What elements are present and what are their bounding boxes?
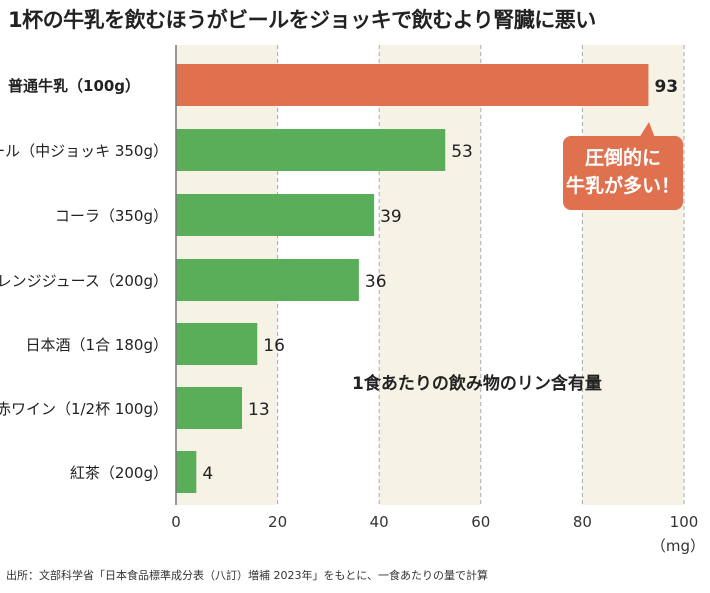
data-label: 13 bbox=[248, 400, 270, 420]
x-tick-label: 20 bbox=[268, 513, 287, 531]
category-label: コーラ（350g） bbox=[55, 207, 168, 225]
category-label: オレンジジュース（200g） bbox=[0, 272, 168, 290]
bar bbox=[176, 194, 375, 236]
grid-band bbox=[582, 45, 684, 505]
category-label: 紅茶（200g） bbox=[70, 464, 168, 482]
category-label: 日本酒（1合 180g） bbox=[26, 336, 168, 354]
callout-bubble: 圧倒的に 牛乳が多い！ bbox=[563, 122, 683, 210]
category-label: 普通牛乳（100g） bbox=[8, 77, 140, 95]
grid-band bbox=[379, 45, 481, 505]
callout-line-2: 牛乳が多い！ bbox=[565, 175, 680, 197]
x-tick-label: 0 bbox=[171, 513, 181, 531]
data-label: 53 bbox=[451, 142, 473, 162]
bar bbox=[176, 451, 197, 493]
headline: 1杯の牛乳を飲むほうがビールをジョッキで飲むより腎臓に悪い bbox=[8, 8, 596, 32]
data-label: 93 bbox=[654, 77, 678, 97]
category-label: 赤ワイン（1/2杯 100g） bbox=[0, 400, 168, 418]
category-label: ビール（中ジョッキ 350g） bbox=[0, 142, 168, 160]
x-tick-label: 60 bbox=[471, 513, 490, 531]
bar bbox=[176, 387, 243, 429]
data-label: 36 bbox=[365, 272, 387, 292]
source-note: 出所：文部科学省「日本食品標準成分表（八訂）増補 2023年」をもとに、一食あた… bbox=[6, 569, 488, 582]
data-label: 16 bbox=[263, 336, 285, 356]
bar bbox=[176, 129, 446, 171]
x-tick-label: 100 bbox=[670, 513, 699, 531]
bar bbox=[176, 64, 649, 106]
bar bbox=[176, 323, 258, 365]
chart-title: 1食あたりの飲み物のリン含有量 bbox=[352, 374, 602, 394]
x-axis-unit: （mg） bbox=[651, 537, 705, 555]
data-label: 4 bbox=[202, 464, 213, 484]
callout-line-1: 圧倒的に bbox=[584, 147, 661, 169]
x-tick-label: 80 bbox=[573, 513, 592, 531]
bar bbox=[176, 259, 359, 301]
x-tick-label: 40 bbox=[370, 513, 389, 531]
data-label: 39 bbox=[380, 207, 402, 227]
